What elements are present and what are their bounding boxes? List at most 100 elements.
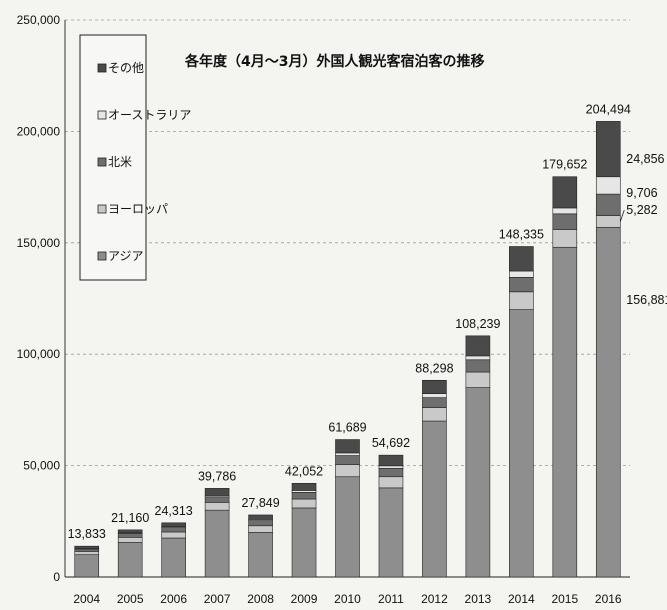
total-label: 61,689	[328, 421, 366, 435]
bar-segment	[552, 207, 578, 215]
bar-segment	[204, 509, 230, 578]
bar-segment	[509, 291, 534, 310]
bar-segment	[465, 387, 491, 578]
total-label: 54,692	[372, 436, 410, 450]
x-tick-label: 2012	[421, 592, 448, 606]
legend-swatch	[97, 204, 107, 214]
bar-segment	[509, 277, 534, 293]
bar-segment	[291, 498, 317, 509]
bar-segment	[378, 487, 404, 578]
x-tick-label: 2006	[160, 592, 187, 606]
total-label: 24,313	[155, 504, 193, 518]
bar-segment	[248, 514, 273, 520]
bar-segment	[378, 476, 404, 489]
bar-segment	[117, 533, 143, 538]
data-labels: 13,833 21,160 24,313 39,786 27,849 42,052 61,6…	[68, 102, 667, 541]
bar-segment	[465, 371, 491, 388]
x-tick-label: 2014	[508, 592, 535, 606]
bar-segment	[422, 397, 447, 408]
total-label: 42,052	[285, 464, 323, 478]
x-tick-label: 2008	[247, 592, 274, 606]
bar-segment	[378, 465, 404, 469]
bar-segment	[204, 496, 230, 503]
bar-segment	[595, 227, 621, 578]
legend-label: ヨーロッパ	[108, 202, 168, 216]
bar-segment	[465, 355, 491, 361]
bar-segment	[509, 270, 534, 278]
bars	[74, 121, 621, 578]
bar-segment	[595, 215, 621, 228]
bar-segment	[422, 407, 447, 422]
y-tick-label: 200,000	[17, 124, 61, 138]
bar-segment	[422, 420, 447, 578]
x-tick-label: 2010	[334, 592, 361, 606]
bar-segment	[291, 492, 317, 500]
bar-segment	[335, 439, 360, 454]
x-tick-label: 2009	[291, 592, 318, 606]
bar-segment	[509, 246, 534, 272]
bar-segment	[422, 393, 447, 398]
total-label: 39,786	[198, 469, 236, 483]
bar-segment	[74, 554, 100, 578]
bar-segment	[161, 537, 186, 578]
bar-segment	[335, 452, 360, 456]
total-label: 21,160	[111, 511, 149, 525]
bar-segment	[161, 527, 186, 533]
x-tick-label: 2007	[204, 592, 231, 606]
bar-segment	[248, 532, 273, 578]
bar-segment	[74, 548, 100, 552]
bar-segment	[335, 455, 360, 465]
legend-label: アジア	[108, 249, 144, 263]
total-label: 204,494	[586, 102, 631, 116]
bar-segment	[465, 335, 491, 357]
bar-segment	[465, 359, 491, 373]
bar-segment	[552, 213, 578, 230]
bar-segment	[291, 483, 317, 491]
y-tick-label: 100,000	[17, 347, 61, 361]
legend-label: その他	[108, 61, 144, 75]
annotation-label: 9,706	[626, 186, 657, 200]
total-label: 179,652	[542, 158, 587, 172]
bar-segment	[74, 545, 100, 550]
bar-segment	[595, 176, 621, 195]
y-axis: 0 50,000 100,000 150,000 200,000 250,000	[17, 13, 66, 584]
bar-segment	[248, 525, 273, 533]
bar-segment	[161, 522, 186, 527]
annotation-label: 156,881	[626, 293, 667, 307]
legend-swatch	[97, 110, 107, 120]
bar-segment	[291, 507, 317, 578]
x-tick-label: 2011	[378, 592, 404, 606]
bar-segment	[117, 542, 143, 578]
bar-segment	[204, 488, 230, 496]
x-tick-label: 2016	[595, 592, 622, 606]
annotation-label: 24,856	[626, 152, 664, 166]
legend-swatch	[97, 251, 107, 261]
x-tick-label: 2005	[117, 592, 144, 606]
bar-segment	[335, 476, 360, 578]
y-tick-label: 50,000	[23, 459, 60, 473]
x-tick-label: 2013	[465, 592, 492, 606]
annotation-label: 5,282	[626, 203, 657, 217]
bar-segment	[552, 229, 578, 248]
bar-segment	[378, 467, 404, 478]
total-label: 27,849	[241, 496, 279, 510]
x-tick-label: 2015	[551, 592, 578, 606]
bar-segment	[509, 309, 534, 578]
bar-segment	[117, 537, 143, 543]
bar-segment	[422, 379, 447, 394]
total-label: 148,335	[499, 228, 544, 242]
x-tick-label: 2004	[73, 592, 100, 606]
legend-swatch	[97, 63, 107, 73]
chart-title: 各年度（4月～3月）外国人観光客宿泊客の推移	[184, 53, 484, 70]
y-tick-label: 250,000	[17, 13, 61, 27]
y-tick-label: 0	[53, 570, 60, 584]
legend-label: 北米	[108, 155, 132, 169]
bar-segment	[335, 464, 360, 478]
bar-segment	[595, 121, 621, 178]
annotation-leader	[619, 209, 625, 222]
bar-segment	[552, 246, 578, 578]
bar-segment	[595, 193, 621, 217]
bar-segment	[204, 502, 230, 511]
legend-box	[79, 34, 147, 281]
